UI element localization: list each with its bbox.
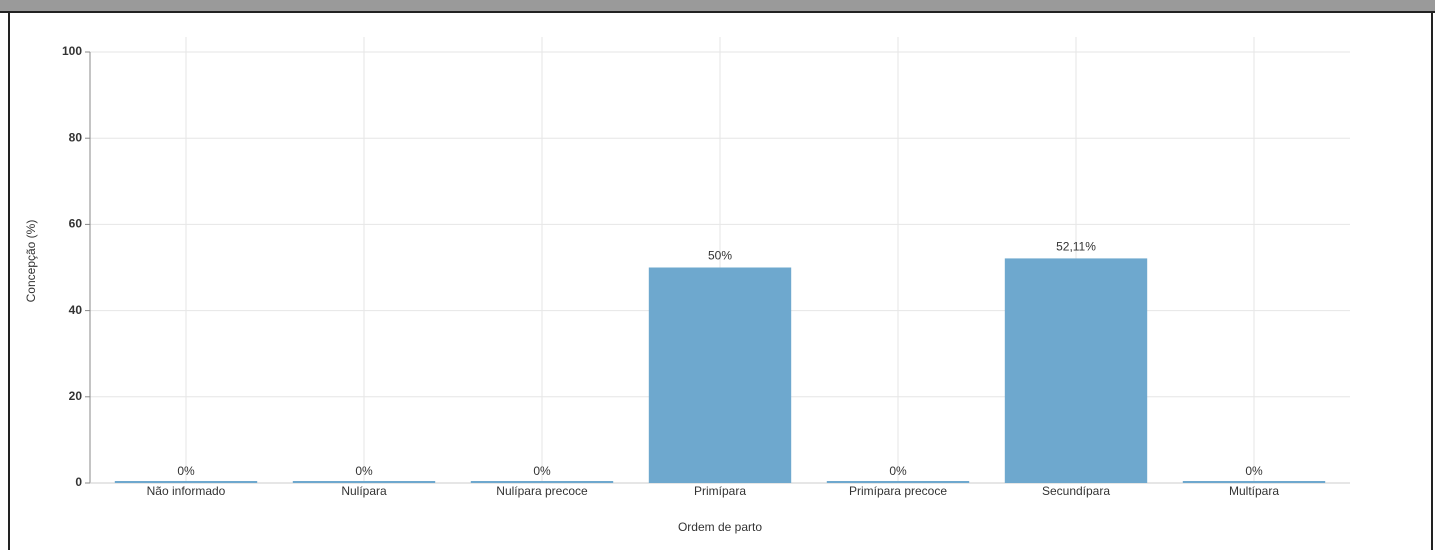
x-axis-title: Ordem de parto [678, 520, 762, 534]
y-tick-label: 80 [69, 130, 83, 144]
bar [1182, 481, 1326, 483]
y-tick-label: 60 [69, 217, 83, 231]
value-label: 0% [889, 464, 907, 478]
value-label: 0% [1245, 464, 1263, 478]
bar [826, 481, 970, 483]
x-tick-label: Nulípara [341, 484, 387, 498]
y-tick-label: 100 [62, 44, 82, 58]
bar [292, 481, 436, 483]
value-label: 52,11% [1056, 240, 1096, 254]
x-tick-label: Nulípara precoce [496, 484, 588, 498]
x-tick-label: Não informado [147, 484, 226, 498]
value-label: 0% [533, 464, 551, 478]
value-label: 0% [177, 464, 195, 478]
bar [114, 481, 258, 483]
y-tick-label: 0 [75, 475, 82, 489]
x-tick-label: Primípara precoce [849, 484, 947, 498]
bar [648, 267, 792, 483]
x-tick-label: Multípara [1229, 484, 1279, 498]
bar [1004, 258, 1148, 483]
x-tick-label: Secundípara [1042, 484, 1110, 498]
x-tick-label: Primípara [694, 484, 746, 498]
value-label: 50% [708, 249, 732, 263]
y-axis-title: Concepção (%) [24, 220, 38, 303]
top-bar [0, 0, 1435, 12]
value-label: 0% [355, 464, 373, 478]
bar [470, 481, 614, 483]
y-tick-label: 40 [69, 303, 83, 317]
y-tick-label: 20 [69, 389, 83, 403]
